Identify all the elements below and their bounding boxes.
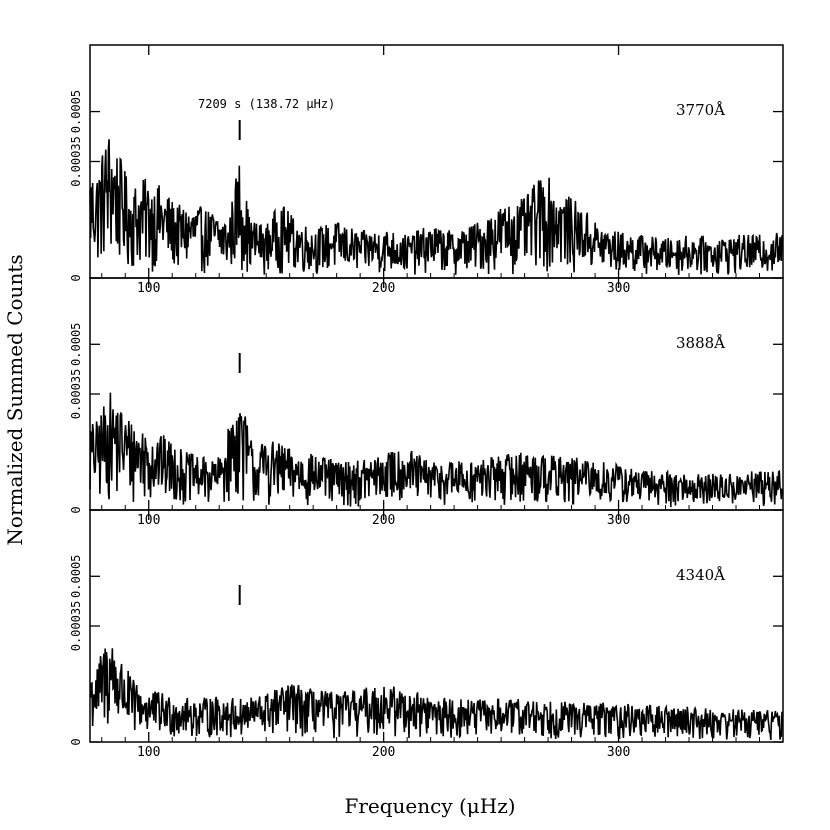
y-tick-label: 0.0005 <box>69 90 83 133</box>
y-tick-label: 0.0005 <box>69 323 83 366</box>
y-axis-label: Normalized Summed Counts <box>3 254 27 545</box>
y-tick-label: 0.0005 <box>69 555 83 598</box>
panels-group: 0 0.00035 0.0005 100 200 300 3770Å 0 0.00035 0.00… <box>69 44 784 760</box>
panel-label-3888Å: 3888Å <box>676 334 725 352</box>
panel-1: 0 0.00035 0.0005 100 200 300 3770Å <box>69 44 784 296</box>
x-tick-label: 300 <box>607 281 630 296</box>
frequency-annotation: 7209 s (138.72 μHz) <box>198 97 335 111</box>
spectrum-line-3770Å <box>89 139 784 275</box>
x-tick-label: 300 <box>607 745 630 760</box>
spectrum-line-4340Å <box>89 648 784 741</box>
x-tick-label: 200 <box>372 281 395 296</box>
y-tick-label: 0.00035 <box>69 369 83 420</box>
x-axis-label: Frequency (μHz) <box>344 794 515 818</box>
y-tick-label: 0 <box>69 506 83 513</box>
spectrum-line-3888Å <box>89 392 784 508</box>
x-tick-label: 100 <box>137 281 160 296</box>
y-tick-label: 0 <box>69 738 83 745</box>
y-tick-label: 0.00035 <box>69 601 83 652</box>
y-tick-label: 0.00035 <box>69 136 83 187</box>
x-tick-label: 200 <box>372 513 395 528</box>
y-tick-label: 0 <box>69 274 83 281</box>
panel-label-4340Å: 4340Å <box>676 566 725 584</box>
x-tick-label: 100 <box>137 513 160 528</box>
panel-label-3770Å: 3770Å <box>676 101 725 119</box>
x-tick-label: 100 <box>137 745 160 760</box>
panel-3: 0 0.00035 0.0005 100 200 300 4340Å <box>69 509 784 760</box>
x-tick-label: 200 <box>372 745 395 760</box>
x-tick-label: 300 <box>607 513 630 528</box>
panel-2: 0 0.00035 0.0005 100 200 300 3888Å <box>69 277 784 528</box>
